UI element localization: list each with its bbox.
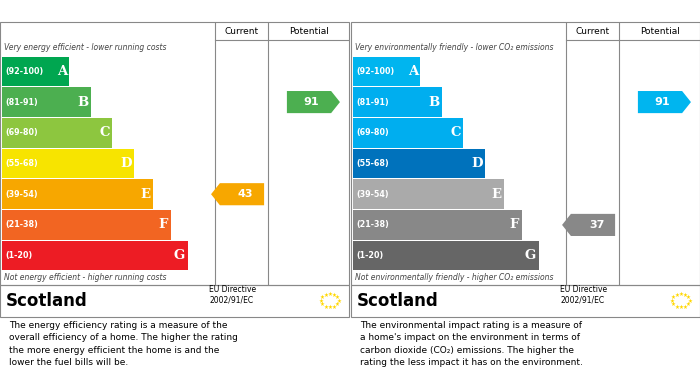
Text: ★: ★: [319, 298, 323, 303]
Bar: [1, 149, 134, 178]
Text: Environmental Impact (CO₂) Rating: Environmental Impact (CO₂) Rating: [360, 5, 592, 18]
Polygon shape: [211, 183, 264, 205]
Text: ★: ★: [335, 302, 340, 307]
Text: ★: ★: [335, 295, 340, 300]
Bar: [353, 210, 522, 240]
Text: ★: ★: [683, 292, 688, 298]
Bar: [353, 118, 463, 147]
Bar: [353, 241, 539, 271]
Text: ★: ★: [678, 305, 683, 310]
Text: C: C: [451, 126, 461, 139]
Text: (21-38): (21-38): [5, 221, 38, 230]
Text: ★: ★: [323, 305, 328, 310]
Text: ★: ★: [674, 305, 679, 310]
Bar: [353, 149, 485, 178]
Text: ★: ★: [320, 295, 325, 300]
Text: 37: 37: [589, 220, 604, 230]
Text: Potential: Potential: [640, 27, 680, 36]
Text: (92-100): (92-100): [5, 67, 43, 76]
Text: ★: ★: [674, 292, 679, 298]
Text: (69-80): (69-80): [5, 128, 38, 137]
Text: ★: ★: [683, 305, 688, 310]
Text: Energy Efficiency Rating: Energy Efficiency Rating: [8, 5, 172, 18]
Polygon shape: [562, 214, 615, 236]
Text: (21-38): (21-38): [356, 221, 389, 230]
Text: Current: Current: [225, 27, 259, 36]
Text: D: D: [120, 157, 132, 170]
Text: 91: 91: [654, 97, 670, 107]
Text: ★: ★: [671, 295, 676, 300]
Bar: [1, 57, 69, 86]
Text: Very energy efficient - lower running costs: Very energy efficient - lower running co…: [4, 43, 167, 52]
Text: ★: ★: [328, 305, 332, 310]
Bar: [1, 241, 188, 271]
Bar: [1, 210, 171, 240]
Text: EU Directive
2002/91/EC: EU Directive 2002/91/EC: [561, 285, 608, 304]
Text: (92-100): (92-100): [356, 67, 394, 76]
Text: D: D: [471, 157, 482, 170]
Polygon shape: [287, 91, 340, 113]
Bar: [353, 87, 442, 117]
Text: ★: ★: [336, 298, 341, 303]
Text: ★: ★: [686, 302, 691, 307]
Text: G: G: [525, 249, 536, 262]
Text: (39-54): (39-54): [356, 190, 389, 199]
Text: B: B: [428, 95, 440, 109]
Text: Not energy efficient - higher running costs: Not energy efficient - higher running co…: [4, 273, 167, 282]
Text: (81-91): (81-91): [5, 98, 38, 107]
Text: The environmental impact rating is a measure of
a home's impact on the environme: The environmental impact rating is a mea…: [360, 321, 582, 367]
Text: 91: 91: [303, 97, 319, 107]
Text: (55-68): (55-68): [5, 159, 38, 168]
Bar: [353, 57, 421, 86]
Text: F: F: [159, 219, 168, 231]
Text: ★: ★: [328, 292, 332, 296]
Text: The energy efficiency rating is a measure of the
overall efficiency of a home. T: The energy efficiency rating is a measur…: [8, 321, 237, 367]
Text: ★: ★: [671, 302, 676, 307]
Text: Potential: Potential: [289, 27, 329, 36]
Bar: [1, 118, 113, 147]
Text: ★: ★: [320, 302, 325, 307]
Text: (39-54): (39-54): [5, 190, 38, 199]
Text: (1-20): (1-20): [356, 251, 384, 260]
Text: (55-68): (55-68): [356, 159, 389, 168]
Text: A: A: [407, 65, 418, 78]
Text: ★: ★: [678, 292, 683, 296]
Bar: [353, 179, 504, 209]
Text: Not environmentally friendly - higher CO₂ emissions: Not environmentally friendly - higher CO…: [355, 273, 554, 282]
Text: ★: ★: [332, 292, 337, 298]
Text: G: G: [174, 249, 186, 262]
Text: Scotland: Scotland: [357, 292, 439, 310]
Text: Current: Current: [576, 27, 610, 36]
Text: (69-80): (69-80): [356, 128, 389, 137]
Text: ★: ★: [323, 292, 328, 298]
Text: Scotland: Scotland: [6, 292, 88, 310]
Bar: [1, 87, 91, 117]
Text: E: E: [492, 188, 502, 201]
Text: A: A: [57, 65, 67, 78]
Text: C: C: [99, 126, 110, 139]
Text: B: B: [77, 95, 88, 109]
Text: 43: 43: [238, 189, 253, 199]
Text: E: E: [141, 188, 150, 201]
Bar: [1, 179, 153, 209]
Text: ★: ★: [332, 305, 337, 310]
Text: ★: ★: [670, 298, 675, 303]
Text: EU Directive
2002/91/EC: EU Directive 2002/91/EC: [209, 285, 256, 304]
Text: (81-91): (81-91): [356, 98, 389, 107]
Polygon shape: [638, 91, 691, 113]
Text: ★: ★: [687, 298, 692, 303]
Text: Very environmentally friendly - lower CO₂ emissions: Very environmentally friendly - lower CO…: [355, 43, 554, 52]
Text: F: F: [510, 219, 519, 231]
Text: (1-20): (1-20): [5, 251, 32, 260]
Text: ★: ★: [686, 295, 691, 300]
